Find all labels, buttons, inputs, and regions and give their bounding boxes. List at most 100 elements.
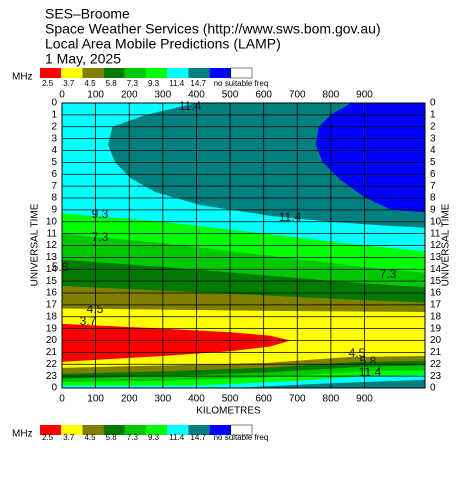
y-tick-label: 3 xyxy=(430,133,436,144)
x-axis-label: KILOMETRES xyxy=(196,406,261,417)
legend-swatch xyxy=(61,425,83,435)
legend-swatch xyxy=(230,67,253,79)
legend-unit: MHz xyxy=(12,72,33,83)
x-tick-label: 900 xyxy=(356,394,373,405)
y-tick-label: 22 xyxy=(430,359,442,370)
legend-label: 3.7 xyxy=(63,433,75,442)
x-tick-label: 300 xyxy=(154,394,171,405)
y-tick-label: 5 xyxy=(430,157,436,168)
contour-label: 7.3 xyxy=(92,230,109,244)
y-tick-label: 7 xyxy=(51,181,57,192)
legend-swatch xyxy=(188,68,210,78)
y-tick-label: 18 xyxy=(46,311,58,322)
legend-label: 2.5 xyxy=(42,79,54,88)
x-tick-label: 800 xyxy=(323,394,340,405)
y-tick-label: 9 xyxy=(51,205,57,216)
y-tick-label: 1 xyxy=(51,110,57,121)
y-tick-label: 0 xyxy=(430,383,436,394)
x-tick-label: 500 xyxy=(222,90,239,101)
y-tick-label: 0 xyxy=(51,98,57,109)
x-tick-label: 600 xyxy=(255,90,272,101)
contour-label: 5.8 xyxy=(52,260,69,274)
y-tick-label: 16 xyxy=(46,288,58,299)
y-axis-label: UNIVERSAL TIME xyxy=(30,203,41,286)
x-tick-label: 0 xyxy=(59,394,65,405)
y-tick-label: 2 xyxy=(430,121,436,132)
legend-swatch xyxy=(82,425,104,435)
y-tick-label: 21 xyxy=(430,347,442,358)
y-tick-label: 14 xyxy=(46,264,58,275)
legend-swatch xyxy=(167,425,189,435)
y-tick-label: 21 xyxy=(46,347,58,358)
legend-label: 9.3 xyxy=(148,433,160,442)
legend-swatch xyxy=(230,424,253,436)
y-tick-label: 10 xyxy=(46,216,58,227)
y-tick-label: 15 xyxy=(46,276,58,287)
contour-label: 11.4 xyxy=(279,210,302,224)
legend-label: 14.7 xyxy=(190,433,206,442)
legend-unit: MHz xyxy=(12,429,33,440)
x-tick-label: 200 xyxy=(121,394,138,405)
legend-label: no suitable freq xyxy=(214,79,269,88)
title-line: SES–Broome xyxy=(45,6,130,22)
x-tick-label: 200 xyxy=(121,90,138,101)
y-tick-label: 11 xyxy=(47,228,58,239)
legend-swatch xyxy=(124,425,146,435)
y-tick-label: 23 xyxy=(430,371,442,382)
axes: 0010010020020030030040040050050060060070… xyxy=(30,90,452,417)
y-tick-label: 0 xyxy=(430,98,436,109)
y-tick-label: 17 xyxy=(46,300,58,311)
legend-label: 4.5 xyxy=(84,79,96,88)
legend-label: 3.7 xyxy=(63,79,75,88)
y-tick-label: 6 xyxy=(430,169,436,180)
legend-label: 7.3 xyxy=(127,433,139,442)
contour-label: 4.5 xyxy=(349,346,366,360)
contour-label: 11.4 xyxy=(359,365,382,379)
y-tick-label: 15 xyxy=(430,276,442,287)
legend-label: 11.4 xyxy=(169,79,185,88)
x-tick-label: 800 xyxy=(323,90,340,101)
legend-label: 5.8 xyxy=(106,433,118,442)
y-tick-label: 19 xyxy=(430,323,442,334)
legend-label: 11.4 xyxy=(169,433,185,442)
legend-label: 2.5 xyxy=(42,433,54,442)
legend-swatch xyxy=(146,425,168,435)
y-tick-label: 6 xyxy=(51,169,57,180)
x-tick-label: 500 xyxy=(222,394,239,405)
contour-label: 7.3 xyxy=(380,267,397,281)
x-tick-label: 700 xyxy=(289,394,306,405)
y-tick-label: 5 xyxy=(51,157,57,168)
y-tick-label: 16 xyxy=(430,288,442,299)
y-tick-label: 23 xyxy=(46,371,58,382)
contour-label: 9.3 xyxy=(92,207,109,221)
y-tick-label: 20 xyxy=(46,335,58,346)
contour-label: 4.5 xyxy=(87,302,104,316)
x-tick-label: 400 xyxy=(188,90,205,101)
x-tick-label: 600 xyxy=(255,394,272,405)
y-tick-label: 9 xyxy=(430,205,436,216)
legend-label: 4.5 xyxy=(84,433,96,442)
plot-border xyxy=(61,102,426,389)
y-tick-label: 11 xyxy=(430,228,441,239)
legend-swatch xyxy=(146,68,168,78)
legend-swatch xyxy=(103,425,125,435)
y-axis-label: UNIVERSAL TIME xyxy=(441,203,452,286)
legend-swatch xyxy=(103,68,125,78)
contour-label: 5.8 xyxy=(360,354,377,368)
legend-label: 14.7 xyxy=(190,79,206,88)
y-tick-label: 20 xyxy=(430,335,442,346)
y-tick-label: 14 xyxy=(430,264,442,275)
y-tick-label: 22 xyxy=(46,359,58,370)
title-line: Space Weather Services (http://www.sws.b… xyxy=(45,21,381,37)
y-tick-label: 19 xyxy=(46,323,58,334)
legend-swatch xyxy=(61,68,83,78)
legend-label: no suitable freq xyxy=(214,433,269,442)
y-tick-label: 7 xyxy=(430,181,436,192)
y-tick-label: 3 xyxy=(51,133,57,144)
legend-swatch xyxy=(167,68,189,78)
contour-label: 3.7 xyxy=(80,314,97,328)
x-tick-label: 0 xyxy=(59,90,65,101)
y-tick-label: 17 xyxy=(430,300,442,311)
